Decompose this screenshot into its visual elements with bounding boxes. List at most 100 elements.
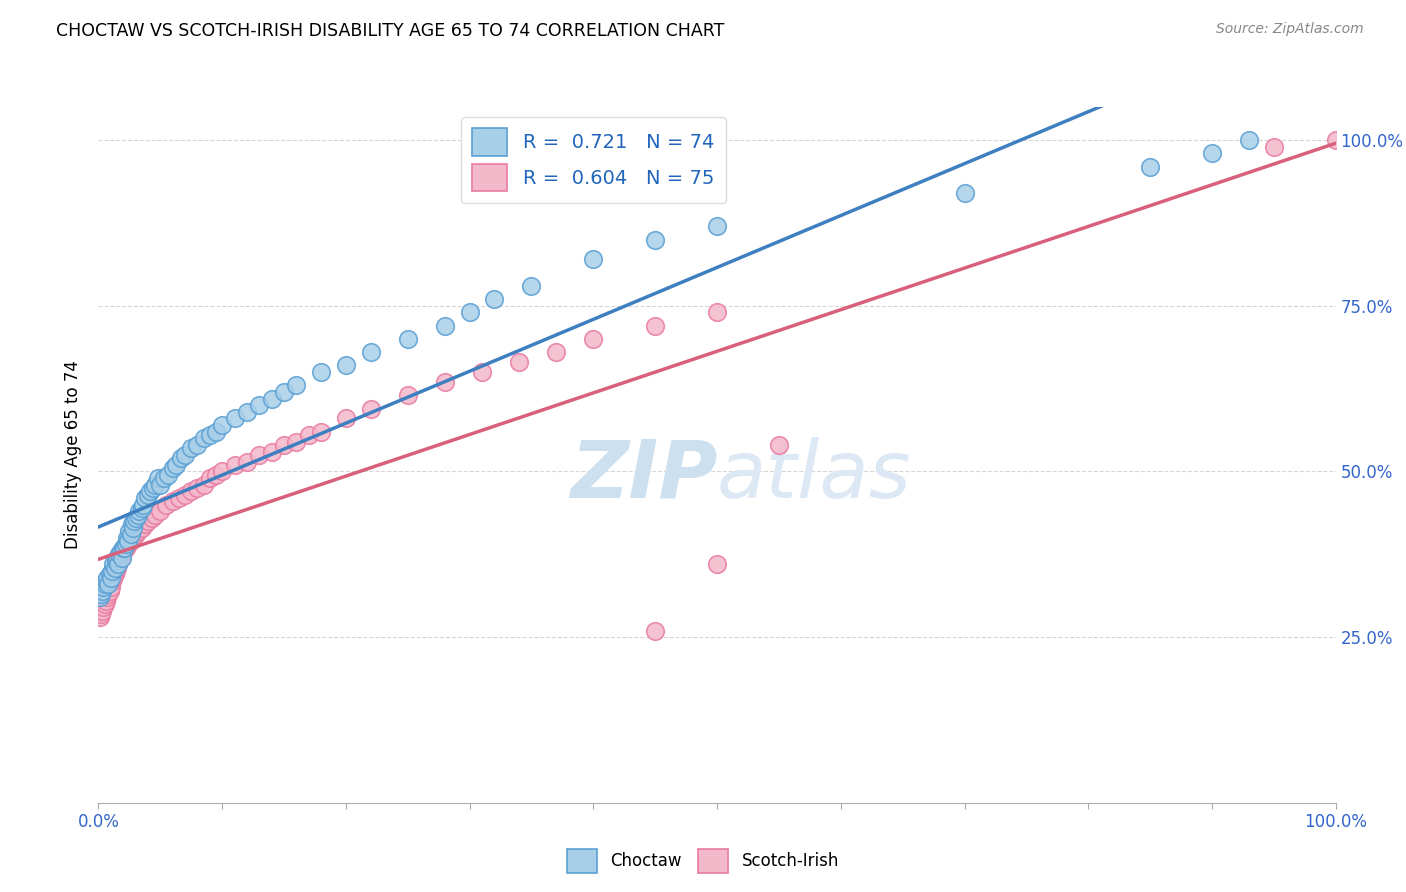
Text: CHOCTAW VS SCOTCH-IRISH DISABILITY AGE 65 TO 74 CORRELATION CHART: CHOCTAW VS SCOTCH-IRISH DISABILITY AGE 6…: [56, 22, 724, 40]
Point: [167, 491, 190, 505]
Point: [112, 544, 135, 558]
Point: [174, 488, 197, 502]
Point: [105, 550, 128, 565]
Point: [260, 392, 283, 406]
Point: [97, 577, 120, 591]
Point: [236, 454, 259, 468]
Point: [117, 537, 139, 551]
Point: [94, 583, 117, 598]
Point: [360, 401, 382, 416]
Point: [121, 517, 143, 532]
Point: [198, 428, 221, 442]
Point: [768, 438, 790, 452]
Point: [546, 345, 568, 359]
Point: [156, 467, 179, 482]
Point: [122, 521, 145, 535]
Point: [458, 305, 481, 319]
Legend: R =  0.721   N = 74, R =  0.604   N = 75: R = 0.721 N = 74, R = 0.604 N = 75: [461, 117, 725, 202]
Point: [644, 318, 666, 333]
Point: [433, 318, 456, 333]
Point: [205, 425, 228, 439]
Point: [90, 607, 112, 621]
Point: [165, 458, 187, 472]
Point: [155, 498, 177, 512]
Point: [153, 471, 176, 485]
Point: [1201, 146, 1223, 161]
Point: [224, 411, 246, 425]
Point: [582, 252, 605, 267]
Point: [247, 448, 270, 462]
Point: [162, 494, 184, 508]
Point: [96, 591, 118, 605]
Point: [136, 514, 159, 528]
Point: [120, 534, 142, 549]
Point: [1324, 133, 1347, 147]
Point: [582, 332, 605, 346]
Point: [396, 332, 419, 346]
Point: [94, 574, 117, 588]
Point: [124, 511, 146, 525]
Point: [433, 375, 456, 389]
Point: [180, 442, 202, 456]
Point: [114, 537, 136, 551]
Point: [93, 597, 115, 611]
Point: [108, 554, 131, 568]
Point: [706, 558, 728, 572]
Point: [143, 508, 166, 522]
Point: [236, 405, 259, 419]
Point: [335, 411, 357, 425]
Point: [96, 581, 118, 595]
Point: [90, 597, 112, 611]
Point: [103, 567, 125, 582]
Point: [706, 305, 728, 319]
Point: [143, 477, 166, 491]
Point: [117, 534, 139, 549]
Point: [953, 186, 976, 201]
Point: [124, 514, 146, 528]
Point: [103, 570, 125, 584]
Point: [110, 550, 132, 565]
Point: [211, 418, 233, 433]
Point: [104, 564, 127, 578]
Point: [139, 484, 162, 499]
Point: [97, 577, 120, 591]
Point: [89, 591, 111, 605]
Point: [103, 558, 125, 572]
Point: [141, 511, 163, 525]
Point: [1263, 140, 1285, 154]
Point: [98, 567, 121, 582]
Point: [309, 365, 332, 379]
Point: [149, 477, 172, 491]
Point: [273, 384, 295, 399]
Point: [205, 467, 228, 482]
Point: [273, 438, 295, 452]
Point: [96, 570, 118, 584]
Point: [104, 554, 127, 568]
Point: [89, 600, 111, 615]
Point: [186, 438, 208, 452]
Point: [91, 593, 114, 607]
Point: [103, 560, 125, 574]
Point: [706, 219, 728, 234]
Point: [100, 581, 122, 595]
Point: [120, 527, 142, 541]
Point: [360, 345, 382, 359]
Point: [193, 431, 215, 445]
Text: Source: ZipAtlas.com: Source: ZipAtlas.com: [1216, 22, 1364, 37]
Point: [112, 541, 135, 555]
Point: [91, 583, 114, 598]
Point: [132, 498, 155, 512]
Point: [98, 583, 121, 598]
Point: [131, 500, 153, 515]
Point: [112, 541, 135, 555]
Point: [89, 610, 111, 624]
Point: [131, 521, 153, 535]
Point: [90, 587, 112, 601]
Point: [1139, 160, 1161, 174]
Point: [520, 279, 543, 293]
Point: [134, 517, 156, 532]
Point: [115, 531, 138, 545]
Point: [180, 484, 202, 499]
Point: [127, 508, 149, 522]
Point: [111, 550, 134, 565]
